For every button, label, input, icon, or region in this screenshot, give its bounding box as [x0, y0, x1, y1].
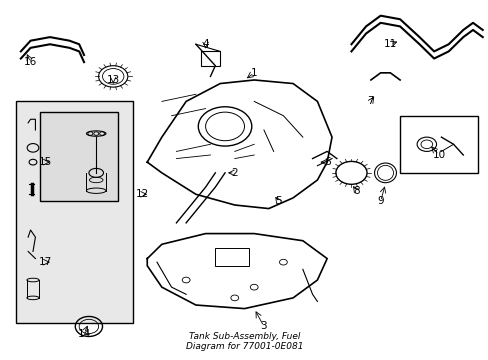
Text: 5: 5: [275, 197, 281, 206]
Text: 14: 14: [77, 329, 90, 339]
Text: 6: 6: [323, 157, 330, 167]
Text: 13: 13: [106, 75, 120, 85]
Text: 15: 15: [39, 157, 52, 167]
Text: 12: 12: [136, 189, 149, 199]
Text: 3: 3: [260, 321, 267, 332]
Text: 4: 4: [202, 39, 208, 49]
FancyBboxPatch shape: [40, 112, 118, 202]
Text: 11: 11: [383, 39, 396, 49]
Text: Tank Sub-Assembly, Fuel
Diagram for 77001-0E081: Tank Sub-Assembly, Fuel Diagram for 7700…: [185, 332, 303, 351]
Text: 17: 17: [39, 257, 52, 267]
FancyBboxPatch shape: [399, 116, 477, 173]
Text: 2: 2: [231, 168, 238, 178]
Text: 1: 1: [250, 68, 257, 78]
Text: 8: 8: [352, 186, 359, 196]
Text: 7: 7: [367, 96, 373, 107]
Bar: [215, 248, 249, 266]
Bar: [201, 51, 220, 66]
Text: 10: 10: [431, 150, 445, 160]
Text: 9: 9: [377, 197, 383, 206]
Text: 16: 16: [24, 57, 37, 67]
FancyBboxPatch shape: [16, 102, 132, 323]
